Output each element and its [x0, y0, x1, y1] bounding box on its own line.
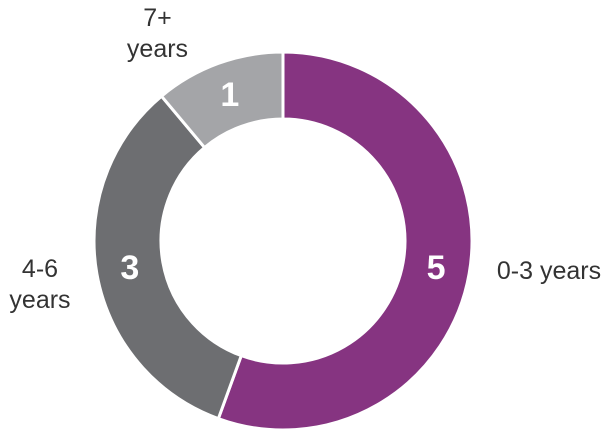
- category-label: 4-6 years: [9, 255, 71, 314]
- category-label: 7+ years: [126, 4, 189, 63]
- category-label: 0-3 years: [496, 257, 602, 285]
- value-label: 3: [120, 249, 139, 287]
- donut-segment: [92, 94, 243, 421]
- value-label: 5: [427, 249, 446, 287]
- donut-segment: [216, 50, 474, 431]
- donut-segment: [160, 50, 285, 150]
- value-label: 1: [220, 76, 239, 114]
